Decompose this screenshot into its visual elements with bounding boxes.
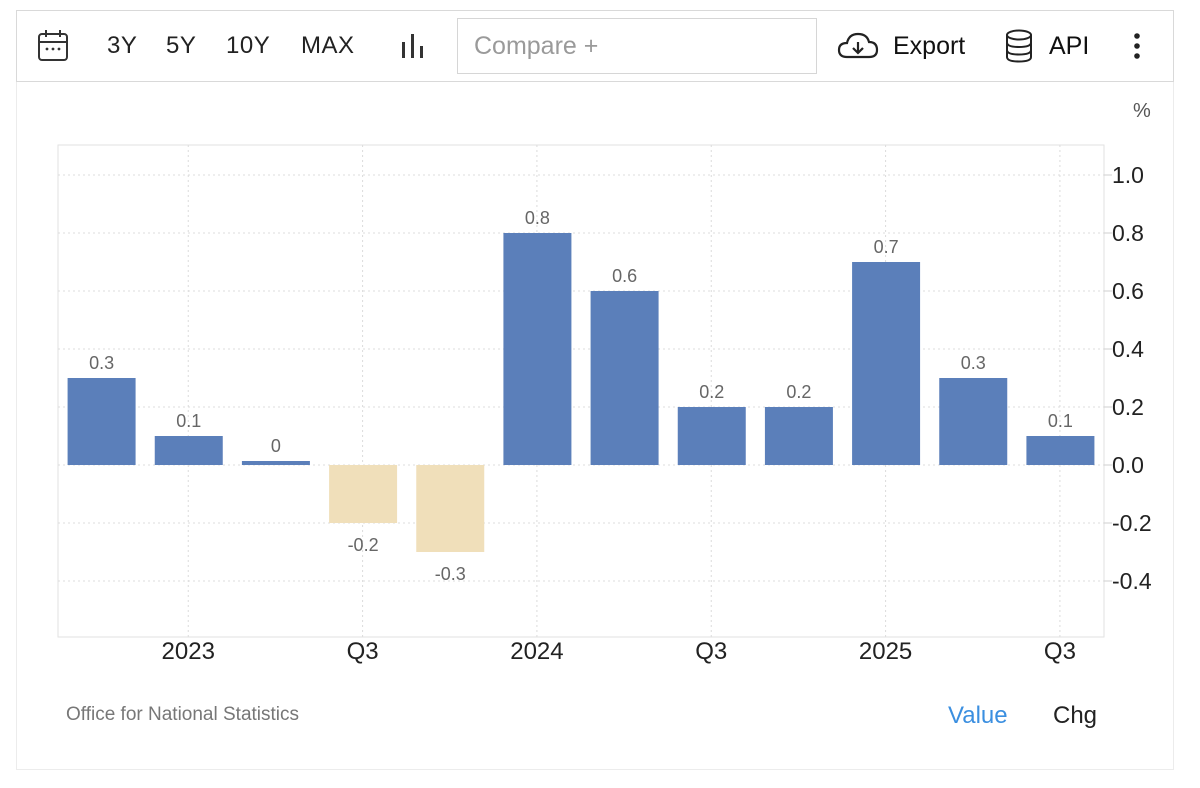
bar [590, 291, 659, 465]
x-tick-label: 2024 [510, 638, 563, 665]
value-toggle[interactable]: Value [948, 702, 1008, 729]
data-label: 0.7 [874, 237, 899, 257]
range-10y-button[interactable]: 10Y [226, 32, 271, 59]
x-tick-label: 2025 [859, 638, 912, 665]
cloud-download-icon [837, 31, 879, 61]
data-label: 0.8 [525, 208, 550, 228]
y-tick-label: 0.6 [1112, 278, 1144, 304]
toolbar: 3Y 5Y 10Y MAX Export API [16, 10, 1174, 82]
bar [939, 378, 1008, 465]
data-label: -0.3 [435, 564, 466, 584]
bar-chart: 1.0 0.8 0.6 0.4 0.2 0.0 -0.2 -0.4 2023 Q3 2024 Q3 20… [57, 144, 1152, 665]
bar [154, 436, 223, 465]
bar [852, 262, 921, 465]
x-tick-label: Q3 [695, 638, 727, 665]
data-label: 0.1 [176, 411, 201, 431]
bar [1026, 436, 1095, 465]
data-label: 0.3 [89, 353, 114, 373]
y-tick-label: 1.0 [1112, 162, 1144, 188]
data-label: 0.3 [961, 353, 986, 373]
chart-type-icon[interactable] [399, 11, 427, 81]
bar [416, 465, 485, 552]
compare-input[interactable] [457, 18, 817, 74]
bar [67, 378, 136, 465]
api-label: API [1049, 31, 1090, 60]
bar [329, 465, 398, 523]
data-label: 0.1 [1048, 411, 1073, 431]
chart-frame [16, 82, 1174, 770]
range-3y-button[interactable]: 3Y [107, 32, 138, 59]
range-max-button[interactable]: MAX [301, 32, 355, 59]
more-options-icon[interactable] [1133, 11, 1141, 81]
database-icon [1005, 29, 1033, 63]
range-5y-button[interactable]: 5Y [166, 32, 197, 59]
data-label: 0.2 [786, 382, 811, 402]
y-tick-label: 0.8 [1112, 220, 1144, 246]
x-tick-label: Q3 [1044, 638, 1076, 665]
unit-label: % [1133, 100, 1151, 122]
y-tick-label: 0.0 [1112, 452, 1144, 478]
chg-toggle[interactable]: Chg [1053, 702, 1098, 729]
bar [241, 461, 310, 465]
data-label: 0.6 [612, 266, 637, 286]
bar [764, 407, 833, 465]
calendar-icon[interactable] [37, 11, 69, 81]
api-button[interactable]: API [1005, 11, 1089, 81]
bar [677, 407, 746, 465]
data-label: 0.2 [699, 382, 724, 402]
y-tick-label: 0.2 [1112, 394, 1144, 420]
y-tick-label: -0.2 [1112, 510, 1152, 536]
y-tick-label: -0.4 [1112, 568, 1152, 594]
x-tick-label: 2023 [162, 638, 215, 665]
bar [503, 233, 572, 465]
source-label: Office for National Statistics [66, 704, 300, 725]
data-label: 0 [271, 436, 281, 456]
data-label: -0.2 [348, 535, 379, 555]
plot-area [57, 144, 1105, 638]
y-tick-label: 0.4 [1112, 336, 1144, 362]
x-tick-label: Q3 [347, 638, 379, 665]
export-label: Export [893, 31, 966, 60]
export-button[interactable]: Export [837, 11, 965, 81]
